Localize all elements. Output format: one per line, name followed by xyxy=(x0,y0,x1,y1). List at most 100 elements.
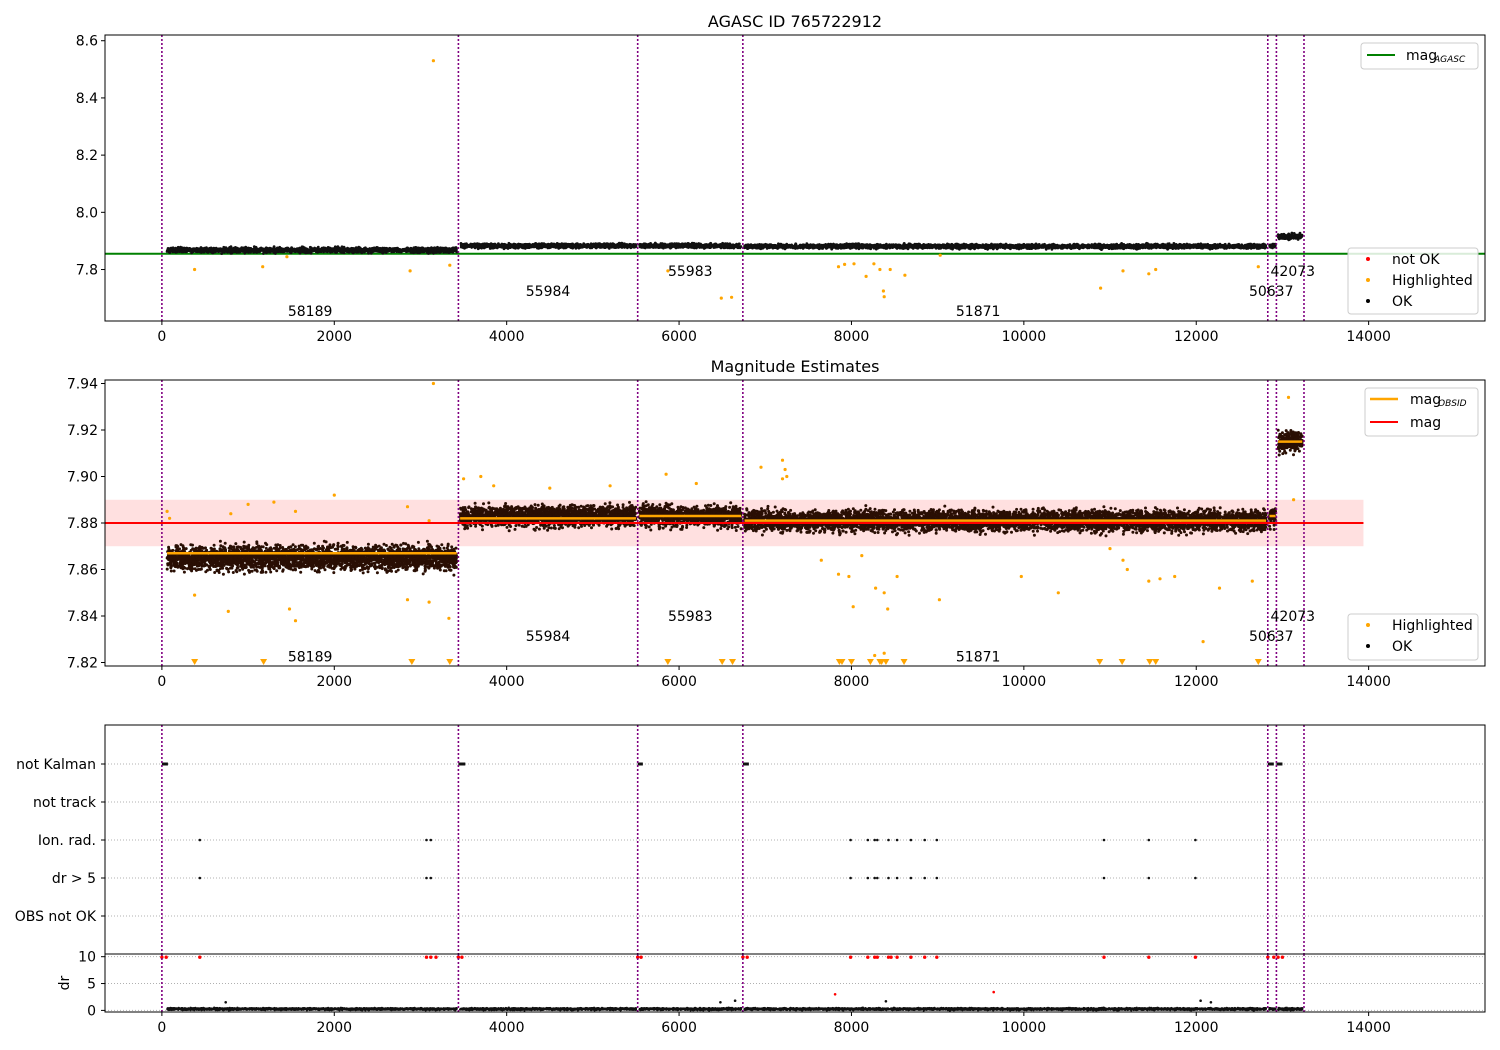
ok-point xyxy=(329,247,332,250)
ok-point xyxy=(635,245,638,248)
ok-point xyxy=(287,249,290,252)
ok-point xyxy=(728,242,731,245)
ok-point xyxy=(398,248,401,251)
ok-point xyxy=(700,244,703,247)
ok-point xyxy=(526,245,529,248)
ok-point xyxy=(429,251,432,254)
ok-point xyxy=(206,248,209,251)
ok-point xyxy=(716,245,719,248)
ok-point xyxy=(230,245,233,248)
ok-point xyxy=(410,247,413,250)
ok-point xyxy=(214,248,217,251)
ok-point xyxy=(203,248,206,251)
ok-point xyxy=(198,249,201,252)
ok-point xyxy=(257,251,260,254)
ok-point xyxy=(320,249,323,252)
ok-point xyxy=(317,249,320,252)
ok-point xyxy=(219,248,222,251)
ok-point xyxy=(723,246,726,249)
ok-point xyxy=(338,249,341,252)
ok-point xyxy=(445,248,448,251)
ok-point xyxy=(465,244,468,247)
ok-point xyxy=(711,244,714,247)
ok-point xyxy=(621,242,624,245)
ok-point xyxy=(441,247,444,250)
ok-point xyxy=(534,244,537,247)
ok-point xyxy=(244,246,247,249)
ok-point xyxy=(345,248,348,251)
ok-point xyxy=(372,249,375,252)
ok-point xyxy=(684,242,687,245)
ok-point xyxy=(167,248,170,251)
ok-point xyxy=(192,249,195,252)
ok-point xyxy=(721,245,724,248)
ok-point xyxy=(520,244,523,247)
ok-point xyxy=(232,250,235,253)
ok-point xyxy=(690,244,693,247)
ok-point xyxy=(528,245,531,248)
ok-point xyxy=(606,244,609,247)
ok-point xyxy=(341,250,344,253)
ok-point xyxy=(332,247,335,250)
ok-point xyxy=(704,245,707,248)
agasc-panel-title: AGASC ID 765722912 xyxy=(708,12,882,31)
ok-point xyxy=(272,247,275,250)
ok-point xyxy=(480,247,483,250)
ok-point xyxy=(645,243,648,246)
ok-point xyxy=(694,243,697,246)
ok-point xyxy=(290,246,293,249)
ok-point xyxy=(546,245,549,248)
ok-point xyxy=(726,244,729,247)
ok-point xyxy=(172,246,175,249)
ok-point xyxy=(473,244,476,247)
ok-point xyxy=(247,248,250,251)
ok-point xyxy=(350,250,353,253)
ok-point xyxy=(462,244,465,247)
ok-point xyxy=(189,249,192,252)
ok-point xyxy=(332,250,335,253)
ok-point xyxy=(551,244,554,247)
ok-point xyxy=(655,245,658,248)
ok-point xyxy=(664,246,667,249)
ok-point xyxy=(414,250,417,253)
ok-point xyxy=(178,248,181,251)
ok-point xyxy=(353,247,356,250)
ok-point xyxy=(264,249,267,252)
ok-point xyxy=(222,251,225,254)
ok-point xyxy=(210,247,213,250)
ok-point xyxy=(243,250,246,253)
ok-point xyxy=(304,249,307,252)
ok-point xyxy=(513,244,516,247)
ok-point xyxy=(200,251,203,254)
ok-point xyxy=(228,249,231,252)
ok-point xyxy=(308,250,311,253)
ok-point xyxy=(596,245,599,248)
ok-point xyxy=(563,245,566,248)
ok-point xyxy=(334,245,337,248)
ok-point xyxy=(516,245,519,248)
ok-point xyxy=(410,249,413,252)
ok-point xyxy=(540,246,543,249)
ok-point xyxy=(434,248,437,251)
ok-point xyxy=(641,246,644,249)
ok-point xyxy=(284,250,287,253)
ok-point xyxy=(661,243,664,246)
ok-point xyxy=(278,246,281,249)
ok-point xyxy=(354,250,357,253)
ok-point xyxy=(630,244,633,247)
ok-point xyxy=(572,244,575,247)
ok-point xyxy=(434,251,437,254)
ok-point xyxy=(386,247,389,250)
ok-point xyxy=(483,247,486,250)
ok-point xyxy=(236,249,239,252)
ok-point xyxy=(217,250,220,253)
ok-point xyxy=(648,244,651,247)
ok-point xyxy=(708,246,711,249)
ok-point xyxy=(394,249,397,252)
ok-point xyxy=(341,245,344,248)
ok-point xyxy=(658,246,661,249)
ok-point xyxy=(182,250,185,253)
ok-point xyxy=(682,245,685,248)
ok-point xyxy=(611,244,614,247)
